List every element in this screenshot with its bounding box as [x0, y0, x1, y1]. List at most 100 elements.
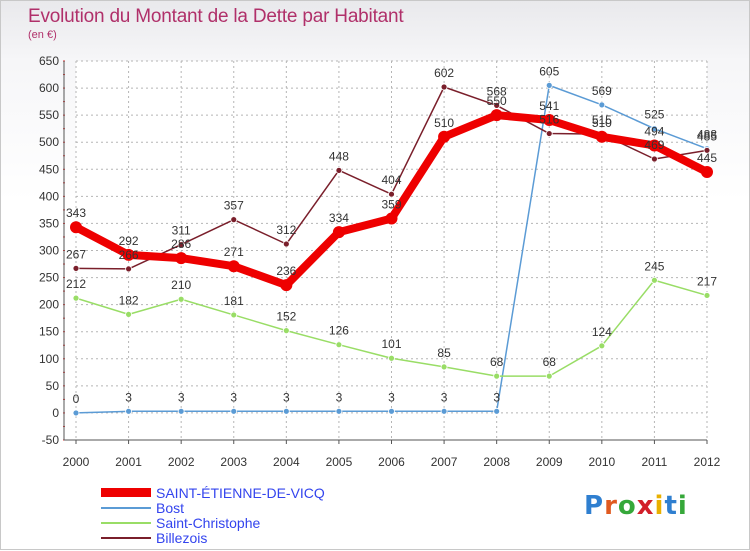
data-label: 516 — [539, 113, 559, 127]
data-point — [72, 264, 80, 272]
data-label: 236 — [276, 264, 296, 278]
data-label: 182 — [119, 293, 139, 307]
data-point — [125, 310, 132, 318]
data-point — [598, 342, 606, 350]
data-point — [335, 407, 343, 415]
data-label: 602 — [434, 66, 454, 80]
y-tick-label: 450 — [39, 162, 59, 176]
data-label: 510 — [434, 116, 454, 130]
data-label: 334 — [329, 211, 349, 225]
data-point — [440, 407, 448, 415]
y-tick-label: 350 — [39, 216, 59, 230]
data-point — [440, 363, 448, 371]
data-label: 448 — [329, 149, 349, 163]
data-label: 605 — [539, 64, 559, 78]
data-label: 3 — [388, 390, 395, 404]
data-point — [545, 372, 553, 380]
data-label: 245 — [644, 259, 664, 273]
x-tick-label: 2005 — [326, 455, 353, 469]
data-label: 212 — [66, 277, 86, 291]
data-label: 404 — [381, 173, 401, 187]
data-point — [70, 221, 82, 234]
data-point — [177, 295, 185, 303]
data-point — [648, 139, 661, 152]
data-point — [282, 407, 290, 415]
data-point — [490, 109, 503, 122]
y-tick-label: 500 — [39, 135, 59, 149]
data-point — [493, 101, 501, 109]
data-label: 286 — [171, 237, 191, 251]
data-point — [701, 165, 713, 178]
data-label: 292 — [119, 234, 139, 248]
data-label: 541 — [539, 99, 559, 113]
data-label: 267 — [66, 247, 86, 261]
data-point — [651, 125, 658, 133]
data-point — [230, 311, 238, 319]
y-tick-label: 250 — [39, 271, 59, 285]
data-label: 217 — [697, 274, 717, 288]
data-point — [388, 354, 395, 362]
data-label: 343 — [66, 206, 86, 220]
legend-swatch — [101, 488, 151, 497]
y-tick-label: 100 — [39, 352, 59, 366]
logo-letter: i — [677, 491, 688, 521]
data-point — [385, 212, 398, 225]
logo-letter: x — [636, 491, 655, 521]
logo-letter: t — [664, 491, 678, 521]
data-label: 525 — [644, 108, 664, 122]
logo-letter: o — [617, 491, 637, 521]
data-label: 311 — [172, 224, 191, 238]
chart-title: Evolution du Montant de la Dette par Hab… — [28, 6, 404, 27]
legend-label: Saint-Christophe — [156, 515, 261, 531]
x-tick-label: 2001 — [115, 455, 142, 469]
data-point — [125, 407, 132, 415]
data-label: 488 — [697, 128, 717, 142]
y-tick-label: 150 — [39, 325, 59, 339]
data-point — [230, 216, 238, 224]
y-tick-label: -50 — [42, 433, 60, 447]
data-point — [651, 155, 658, 163]
data-label: 0 — [73, 392, 80, 406]
data-point — [125, 265, 132, 273]
legend-swatch — [101, 537, 151, 539]
data-point — [493, 372, 501, 380]
data-label: 181 — [224, 294, 244, 308]
data-label: 3 — [125, 390, 132, 404]
y-tick-label: 600 — [39, 81, 59, 95]
data-point — [122, 248, 135, 261]
data-point — [493, 407, 501, 415]
legend-swatch — [101, 522, 151, 524]
data-label: 312 — [276, 223, 296, 237]
y-tick-label: 550 — [39, 108, 59, 122]
data-point — [175, 252, 188, 265]
data-point — [177, 407, 185, 415]
data-label: 357 — [224, 199, 244, 213]
data-label: 485 — [697, 129, 717, 143]
data-point — [703, 146, 711, 154]
data-label: 3 — [493, 390, 500, 404]
data-point — [280, 279, 293, 292]
data-point — [72, 294, 80, 302]
x-tick-label: 2002 — [168, 455, 195, 469]
data-label: 3 — [336, 390, 343, 404]
proxiti-logo: Proxiti — [584, 491, 688, 521]
y-tick-label: 50 — [46, 379, 60, 393]
data-point — [703, 292, 711, 299]
x-tick-label: 2010 — [588, 455, 615, 469]
data-label: 510 — [592, 116, 612, 130]
data-label: 210 — [171, 278, 191, 292]
data-point — [282, 327, 290, 335]
data-label: 568 — [487, 84, 507, 98]
data-label: 569 — [592, 84, 612, 98]
data-label: 494 — [644, 124, 664, 138]
y-tick-label: 300 — [39, 244, 59, 258]
y-tick-label: 400 — [39, 189, 59, 203]
legend-label: SAINT-ÉTIENNE-DE-VICQ — [156, 485, 325, 501]
x-tick-label: 2009 — [536, 455, 563, 469]
data-point — [438, 130, 451, 143]
x-tick-label: 2012 — [694, 455, 721, 469]
data-point — [545, 81, 553, 89]
data-label: 3 — [441, 390, 448, 404]
